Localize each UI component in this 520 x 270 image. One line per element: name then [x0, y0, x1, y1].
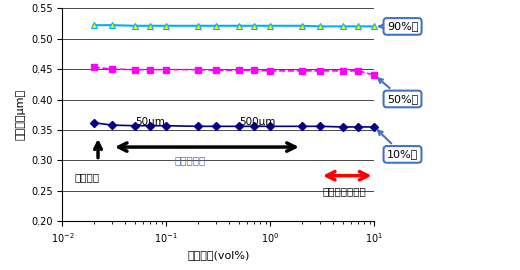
Text: 10%径: 10%径 [378, 130, 418, 159]
Y-axis label: 粒子径（μm）: 粒子径（μm） [16, 89, 25, 140]
Text: くぼみセル: くぼみセル [175, 156, 206, 166]
Text: 50%径: 50%径 [378, 79, 418, 104]
Text: スライドガラス: スライドガラス [323, 186, 367, 196]
X-axis label: 粒子濃度(vol%): 粒子濃度(vol%) [187, 251, 250, 261]
Text: 通常セル: 通常セル [74, 172, 99, 182]
Text: 500μm: 500μm [239, 117, 276, 127]
Text: 50μm: 50μm [135, 117, 165, 127]
Text: 90%径: 90%径 [379, 21, 418, 31]
